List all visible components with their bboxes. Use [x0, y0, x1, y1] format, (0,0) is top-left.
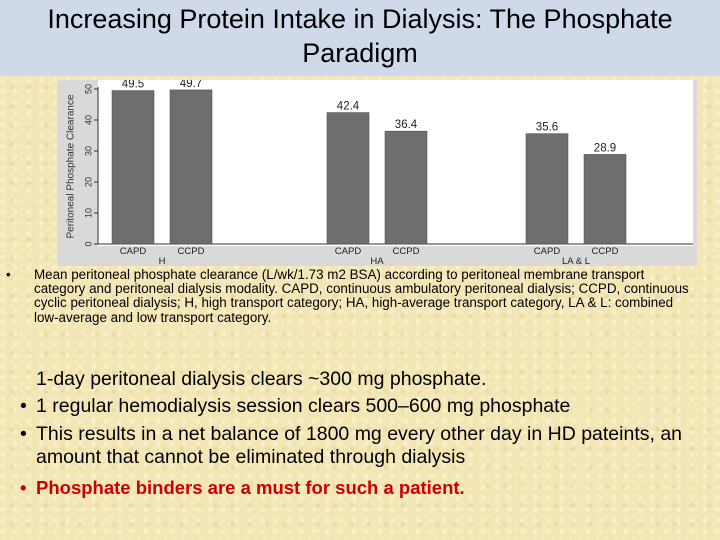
data-label: 36.4	[395, 119, 418, 131]
group-label: HA	[370, 256, 384, 266]
bullet-marker: •	[20, 477, 27, 498]
data-label: 28.9	[594, 142, 616, 154]
bullet-marker: •	[6, 267, 11, 282]
y-tick-label: 30	[83, 146, 93, 156]
group-label: LA & L	[562, 256, 590, 266]
data-label: 42.4	[337, 101, 360, 113]
x-tick-label: CCPD	[592, 246, 619, 257]
x-tick-label: CCPD	[178, 246, 205, 257]
bar	[384, 130, 428, 245]
bar-chart: 0 10 20 30 40 50 Peritoneal Phosphate Clearanc…	[66, 80, 693, 266]
bar	[111, 90, 155, 245]
chart-panel: 0 10 20 30 40 50 Peritoneal Phosphate Clearanc…	[57, 80, 697, 266]
y-axis-label: Peritoneal Phosphate Clearance	[66, 94, 77, 238]
data-label: 35.6	[536, 122, 558, 134]
bullet-text: This results in a net balance of 1800 mg…	[36, 423, 683, 468]
y-tick-label: 10	[83, 208, 93, 218]
bar	[169, 89, 213, 245]
bar	[525, 133, 569, 245]
bullet-text: 1 regular hemodialysis session clears 50…	[36, 395, 571, 417]
data-label: 49.7	[180, 80, 202, 90]
bullet-marker: •	[20, 395, 27, 417]
y-tick-label: 0	[83, 241, 93, 246]
x-tick-label: CAPD	[534, 246, 561, 257]
group-label: H	[159, 256, 166, 266]
slide-title: Increasing Protein Intake in Dialysis: T…	[47, 4, 673, 68]
x-tick-label: CAPD	[335, 246, 362, 257]
x-tick-label: CAPD	[120, 246, 147, 257]
data-label: 49.5	[122, 80, 144, 91]
bullet-text: 1-day peritoneal dialysis clears ~300 mg…	[36, 368, 487, 390]
bullet-marker: •	[20, 423, 27, 445]
x-tick-label: CCPD	[393, 246, 420, 257]
title-band	[0, 0, 720, 76]
bullet-text: Phosphate binders are a must for such a …	[36, 477, 465, 498]
chart-caption: Mean peritoneal phosphate clearance (L/w…	[34, 267, 689, 325]
bar	[326, 112, 370, 245]
bar	[583, 154, 627, 245]
y-tick-label: 50	[83, 84, 93, 94]
y-tick-label: 40	[83, 115, 93, 125]
y-tick-label: 20	[83, 177, 93, 187]
